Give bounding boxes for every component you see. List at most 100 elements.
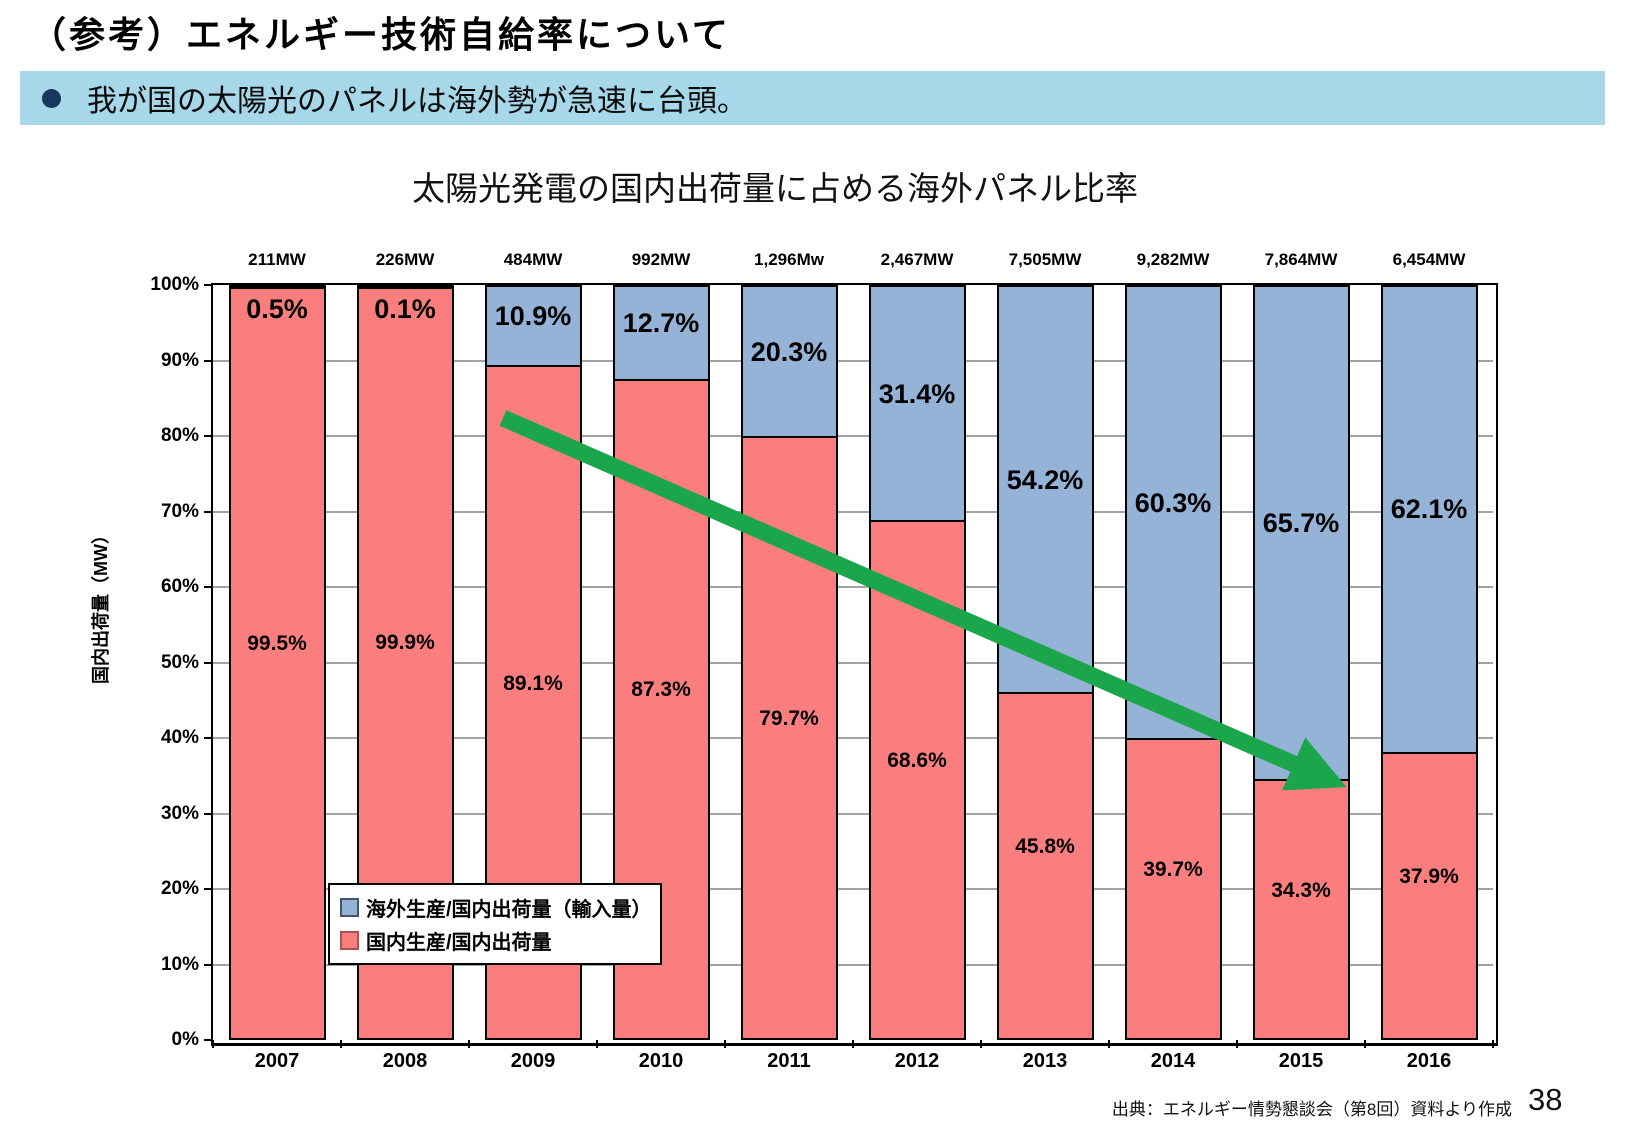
y-tick-mark [204, 812, 213, 815]
bar-segment-domestic [1124, 740, 1222, 1040]
bar-segment-domestic [1380, 753, 1478, 1040]
bar-segment-overseas [484, 285, 582, 368]
y-tick-label: 80% [160, 425, 199, 446]
x-tick-label: 2007 [254, 1050, 300, 1072]
domestic-percent-label: 34.3% [1271, 878, 1331, 902]
overseas-percent-label: 10.9% [494, 301, 572, 332]
x-tick-mark [980, 1040, 982, 1048]
gridline [213, 963, 1493, 966]
y-tick-mark [204, 661, 213, 664]
domestic-percent-label: 79.7% [759, 707, 819, 731]
y-tick-label: 40% [160, 727, 199, 748]
y-tick-label: 100% [150, 274, 199, 295]
y-tick-mark [204, 359, 213, 362]
chart-title: 太陽光発電の国内出荷量に占める海外パネル比率 [412, 170, 1138, 207]
total-mw-label: 484MW [503, 250, 563, 269]
domestic-percent-label: 68.6% [887, 749, 947, 773]
x-tick-label: 2014 [1150, 1050, 1196, 1072]
total-mw-label: 6,454MW [1392, 250, 1466, 269]
x-tick-label: 2016 [1406, 1050, 1452, 1072]
legend-item-domestic: 国内生産/国内出荷量 [340, 924, 652, 957]
y-tick-label: 10% [160, 953, 199, 975]
x-tick-mark [724, 1040, 726, 1048]
overseas-percent-label: 20.3% [750, 336, 828, 367]
domestic-series-swatch [340, 931, 359, 950]
y-tick-label: 20% [160, 878, 199, 899]
bullet-icon [42, 88, 61, 108]
bar-segment-overseas [612, 285, 710, 381]
y-tick-mark [204, 1039, 213, 1041]
bar-segment-domestic [228, 288, 326, 1040]
y-tick-label: 90% [160, 349, 199, 371]
x-tick-label: 2013 [1022, 1050, 1068, 1072]
overseas-percent-label: 31.4% [878, 378, 956, 409]
domestic-percent-label: 45.8% [1015, 835, 1075, 859]
bar-segment-domestic [996, 694, 1094, 1040]
x-tick-mark [1492, 1040, 1494, 1048]
key-message-banner: 我が国の太陽光のパネルは海外勢が急速に台頭。 [20, 71, 1605, 125]
domestic-percent-label: 87.3% [631, 678, 691, 702]
y-tick-mark [204, 888, 213, 890]
x-tick-mark [596, 1040, 598, 1048]
x-tick-mark [1236, 1040, 1238, 1048]
domestic-percent-label: 99.5% [247, 632, 307, 656]
legend-label-domestic: 国内生産/国内出荷量 [366, 932, 552, 954]
y-tick-label: 60% [160, 576, 199, 597]
y-tick-mark [204, 435, 213, 437]
banner-text: 我が国の太陽光のパネルは海外勢が急速に台頭。 [87, 85, 747, 118]
page-number: 38 [1528, 1082, 1563, 1117]
domestic-percent-label: 39.7% [1143, 858, 1203, 882]
total-mw-label: 7,505MW [1008, 250, 1082, 269]
x-tick-mark [1108, 1040, 1110, 1048]
x-tick-label: 2015 [1278, 1050, 1324, 1072]
total-mw-label: 992MW [631, 250, 691, 269]
bar-segment-overseas [356, 285, 454, 289]
domestic-percent-label: 89.1% [503, 671, 563, 695]
x-tick-mark [468, 1040, 470, 1048]
total-mw-label: 2,467MW [880, 250, 954, 269]
total-mw-label: 226MW [375, 250, 435, 269]
x-tick-label: 2012 [894, 1050, 940, 1072]
x-tick-mark [852, 1040, 854, 1048]
x-tick-mark [212, 1040, 214, 1048]
chart-legend: 海外生産/国内出荷量（輸入量） 国内生産/国内出荷量 [328, 883, 662, 965]
overseas-percent-label: 54.2% [1006, 464, 1084, 495]
y-tick-label: 0% [171, 1029, 199, 1050]
legend-item-overseas: 海外生産/国内出荷量（輸入量） [340, 891, 652, 924]
source-note: 出典：エネルギー情勢懇談会（第8回）資料より作成 [1111, 1100, 1512, 1119]
total-mw-label: 211MW [248, 250, 306, 269]
bar-segment-domestic [1252, 781, 1350, 1040]
overseas-percent-label: 0.1% [374, 294, 436, 324]
legend-label-overseas: 海外生産/国内出荷量（輸入量） [366, 899, 652, 921]
overseas-percent-label: 62.1% [1390, 494, 1468, 525]
bar-segment-overseas [228, 285, 326, 289]
x-tick-label: 2011 [767, 1050, 811, 1072]
overseas-percent-label: 60.3% [1134, 487, 1212, 518]
gridline [213, 359, 1493, 362]
page-title: （参考）エネルギー技術自給率について [30, 14, 731, 55]
y-tick-label: 50% [160, 651, 199, 673]
y-tick-mark [204, 284, 213, 286]
total-mw-label: 1,296Mw [754, 250, 824, 269]
overseas-percent-label: 0.5% [246, 294, 308, 324]
x-tick-label: 2010 [638, 1050, 684, 1072]
total-mw-label: 9,282MW [1136, 250, 1210, 269]
y-tick-label: 70% [160, 500, 199, 522]
x-tick-label: 2009 [510, 1050, 556, 1072]
x-tick-mark [1364, 1040, 1366, 1048]
overseas-percent-label: 65.7% [1262, 508, 1340, 539]
y-tick-label: 30% [160, 802, 199, 824]
gridline [213, 812, 1493, 815]
y-tick-mark [204, 737, 213, 739]
bar-segment-domestic [740, 438, 838, 1040]
gridline [213, 888, 1493, 890]
bar-segment-overseas [1380, 285, 1478, 754]
overseas-series-swatch [340, 898, 359, 917]
domestic-percent-label: 37.9% [1399, 864, 1459, 888]
overseas-percent-label: 12.7% [622, 307, 700, 338]
x-tick-mark [340, 1040, 342, 1048]
x-tick-label: 2008 [382, 1050, 428, 1072]
y-tick-mark [204, 510, 213, 513]
y-axis-title: 国内出荷量（MW） [91, 526, 111, 684]
